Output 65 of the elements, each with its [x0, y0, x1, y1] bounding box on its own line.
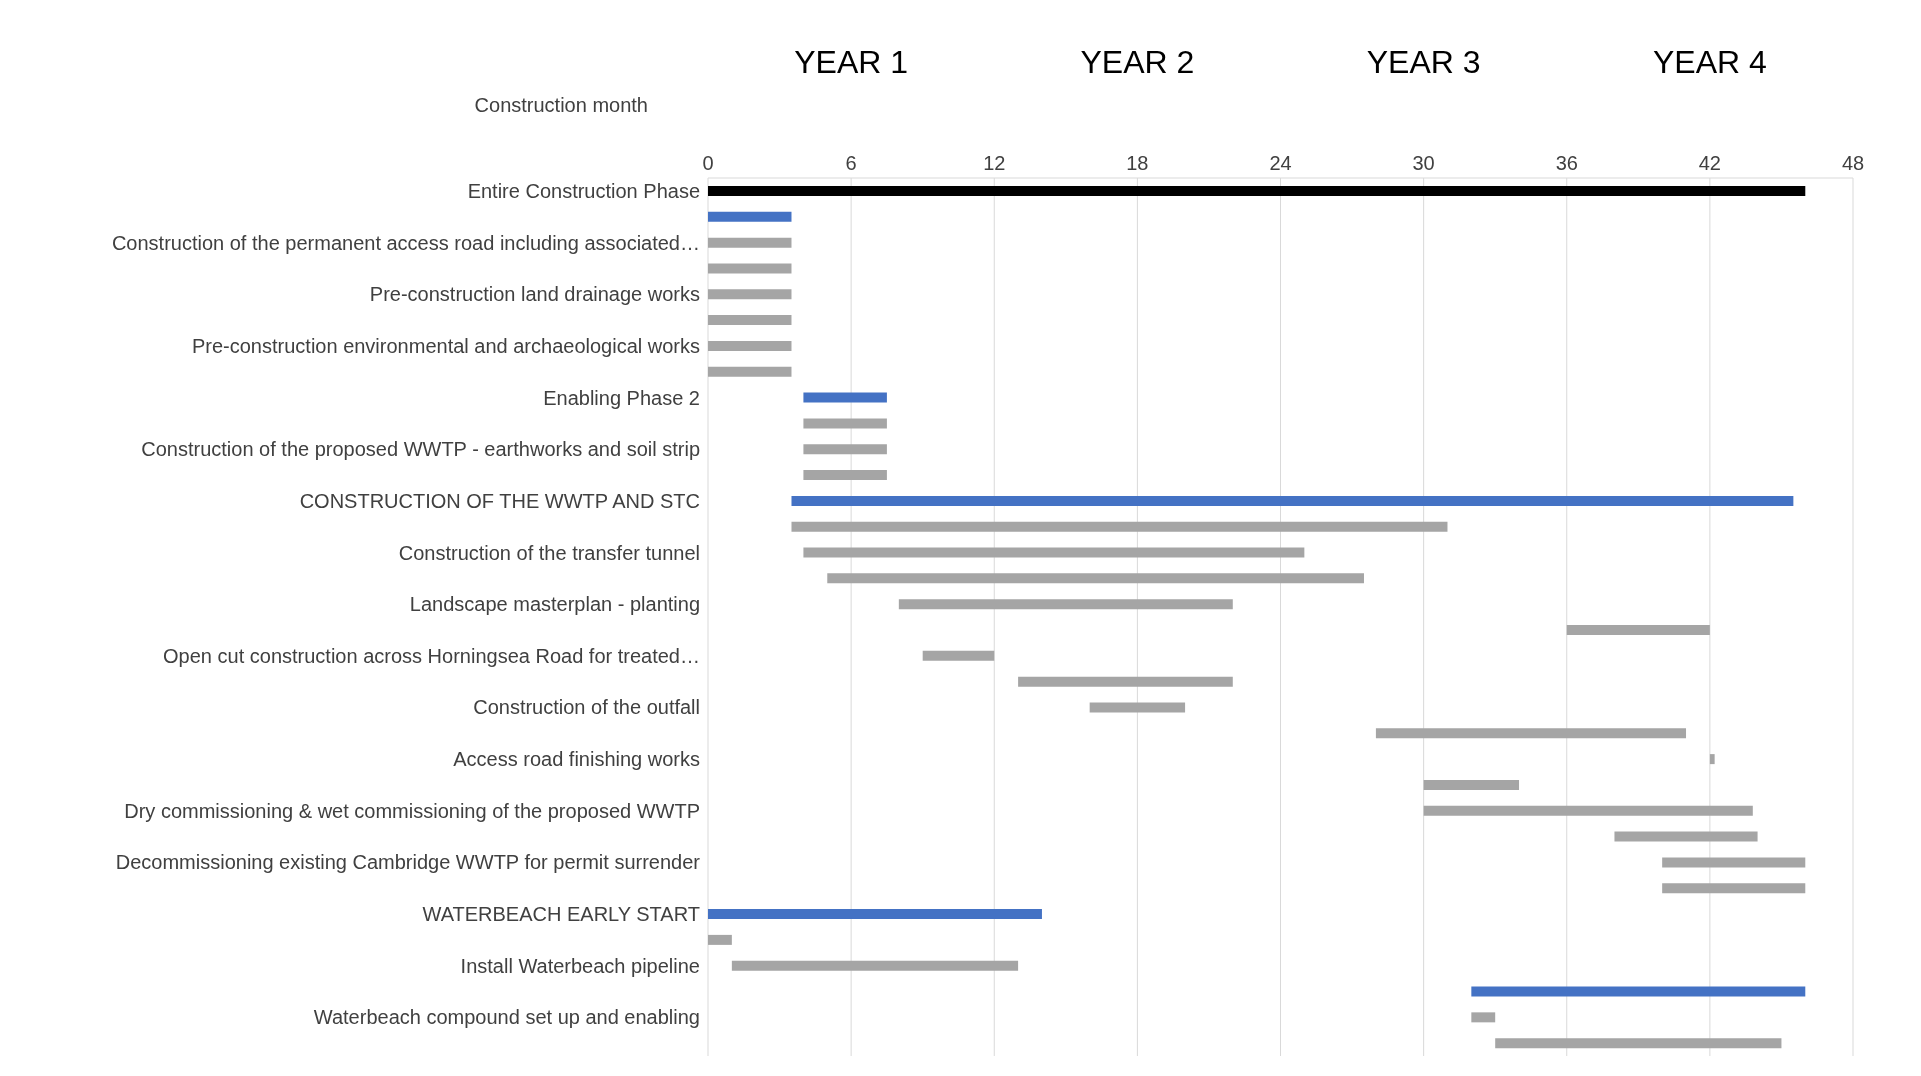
bar	[708, 186, 1806, 196]
bar	[731, 960, 1019, 971]
bar	[708, 366, 792, 377]
bar	[1662, 883, 1806, 894]
x-tick-label: 24	[1269, 152, 1292, 174]
x-axis-title: Construction month	[473, 94, 648, 117]
bar	[1566, 625, 1710, 635]
bar	[708, 340, 792, 351]
y-tick-label: Decommissioning existing Cambridge WWTP for permit surrender	[115, 851, 701, 874]
y-tick-label: Construction of the transfer tunnel	[398, 541, 700, 564]
bar	[708, 237, 792, 248]
bar	[708, 934, 732, 945]
bar	[708, 263, 792, 274]
y-tick-label: Pre-construction land drainage works	[369, 283, 700, 306]
bar	[708, 211, 792, 222]
text: YEAR 2	[1079, 44, 1196, 81]
x-tick-label: 42	[1698, 152, 1721, 174]
bar	[922, 650, 995, 661]
bar	[1018, 676, 1233, 687]
x-tick-label: 30	[1412, 152, 1435, 174]
y-tick-label: Dry commissioning & wet commissioning of the proposed WWTP	[124, 799, 700, 822]
y-tick-label: Landscape masterplan - planting	[409, 593, 700, 616]
bar	[803, 392, 887, 403]
y-tick-label: Entire Construction Phase	[467, 180, 700, 203]
bar	[791, 495, 1794, 506]
bar	[1423, 779, 1520, 790]
x-tick-label: 36	[1555, 152, 1578, 174]
text: YEAR 1	[793, 44, 910, 81]
bar	[803, 444, 887, 455]
y-tick-label: Construction of the permanent access road including associated…	[111, 231, 700, 254]
y-tick-label: CONSTRUCTION OF THE WWTP AND STC	[299, 489, 700, 512]
bar	[708, 289, 792, 300]
x-tick-label: 48	[1841, 152, 1865, 174]
y-tick-label: Construction of the proposed WWTP - earthworks and soil strip	[141, 438, 700, 461]
bar	[1089, 702, 1186, 713]
bar	[1471, 1012, 1496, 1023]
x-tick-label: 12	[983, 152, 1006, 174]
text: YEAR 4	[1651, 44, 1768, 81]
bar	[1709, 754, 1715, 765]
x-tick-label: 18	[1126, 152, 1149, 174]
bar	[791, 521, 1448, 532]
y-tick-label: Pre-construction environmental and archaeological works	[191, 334, 700, 357]
x-tick-label: 6	[845, 152, 857, 174]
bar	[1471, 986, 1806, 997]
y-tick-label: Construction of the outfall	[473, 696, 700, 719]
bar	[803, 470, 887, 481]
bar	[827, 573, 1364, 584]
bar	[1495, 1038, 1782, 1049]
x-tick-label: 0	[702, 152, 714, 174]
bar	[1423, 805, 1753, 816]
y-tick-label: WATERBEACH EARLY START	[422, 903, 700, 926]
bar	[1375, 728, 1687, 739]
bar	[708, 909, 1042, 920]
y-tick-label: Access road finishing works	[453, 748, 700, 771]
bar	[803, 418, 887, 429]
text: YEAR 3	[1365, 44, 1482, 81]
bar	[1614, 831, 1758, 842]
bar	[1662, 857, 1806, 868]
y-tick-label: Install Waterbeach pipeline	[460, 954, 700, 977]
y-tick-label: Waterbeach compound set up and enabling	[313, 1006, 700, 1029]
bar	[708, 315, 792, 326]
bar	[803, 547, 1305, 558]
bar	[898, 599, 1233, 610]
y-tick-label: Open cut construction across Horningsea Road for treated…	[163, 644, 700, 667]
y-tick-label: Enabling Phase 2	[543, 386, 700, 409]
